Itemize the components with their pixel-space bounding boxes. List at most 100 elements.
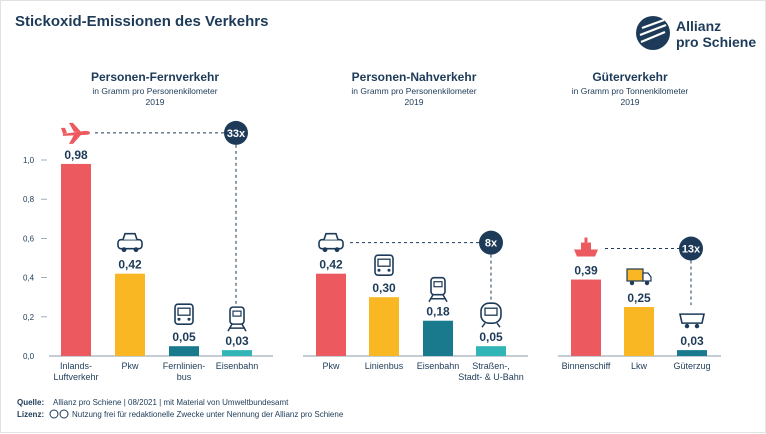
category-label: Binnenschiff xyxy=(562,361,611,371)
panel-title: Personen-Fernverkehr xyxy=(91,70,219,84)
bus-window xyxy=(377,258,391,267)
category-label: Straßen-, xyxy=(472,361,510,371)
car-roof xyxy=(122,232,138,240)
category-label: Stadt- & U-Bahn xyxy=(458,372,524,382)
car-roof xyxy=(323,232,339,240)
data-label: 0,05 xyxy=(172,330,196,344)
footer-source-label: Quelle: xyxy=(17,398,44,407)
category-label: Linienbus xyxy=(365,361,404,371)
chart-panels: Personen-Fernverkehr in Gramm pro Persone… xyxy=(23,70,721,382)
wagon-wheel xyxy=(684,323,690,329)
data-label: 0,30 xyxy=(372,281,396,295)
y-tick-label: 0,8 xyxy=(23,195,35,204)
wagon-wheel xyxy=(694,323,700,329)
wagon-body xyxy=(679,313,705,324)
tram-icon xyxy=(480,302,502,328)
ratio-label: 33x xyxy=(227,128,246,140)
train-window xyxy=(433,281,443,288)
data-label: 0,98 xyxy=(64,148,88,162)
category-label: Pkw xyxy=(322,361,340,371)
attribution-icon xyxy=(59,409,69,419)
panel-subtitle: in Gramm pro Personenkilometer xyxy=(351,86,476,96)
ratio-badge xyxy=(679,236,703,261)
bar xyxy=(316,273,346,356)
train-icon xyxy=(227,306,247,332)
bus-light xyxy=(177,317,181,321)
category-label: Inlands- xyxy=(60,361,92,371)
car-wheel xyxy=(121,247,127,253)
bar xyxy=(61,163,91,356)
brand-logo-stripes xyxy=(639,18,667,44)
bar xyxy=(677,350,707,356)
panel-year: 2019 xyxy=(621,97,640,107)
car-icon xyxy=(318,232,344,253)
data-label: 0,39 xyxy=(574,264,598,278)
y-tick-label: 0,2 xyxy=(23,313,35,322)
y-tick-label: 0,0 xyxy=(23,352,35,361)
category-label: Lkw xyxy=(631,361,648,371)
footer-license-label: Lizenz: xyxy=(17,410,44,419)
plane-wings xyxy=(69,122,81,144)
ship-funnel xyxy=(584,237,588,243)
bus-icon xyxy=(174,303,194,326)
y-tick-label: 0,4 xyxy=(23,274,35,283)
brand-logo: Allianz pro Schiene xyxy=(636,16,756,50)
category-label: bus xyxy=(177,372,192,382)
cc-icon xyxy=(49,409,59,419)
bar xyxy=(169,346,199,356)
bar xyxy=(624,307,654,356)
train-window xyxy=(232,310,242,317)
panel-title: Güterverkehr xyxy=(592,70,668,84)
panel-year: 2019 xyxy=(146,97,165,107)
ship-hull xyxy=(574,249,598,257)
car-body xyxy=(318,238,344,250)
truck-wheel xyxy=(629,280,635,286)
car-icon xyxy=(117,232,143,253)
tram-body xyxy=(480,302,502,325)
car-body xyxy=(117,238,143,250)
page-title: Stickoxid-Emissionen des Verkehrs xyxy=(15,13,268,30)
panel-subtitle: in Gramm pro Tonnenkilometer xyxy=(572,86,689,96)
ship-cabin xyxy=(581,242,591,250)
category-label: Eisenbahn xyxy=(417,361,460,371)
panel-title: Personen-Nahverkehr xyxy=(352,70,477,84)
tram-tracks xyxy=(481,322,501,328)
data-label: 0,42 xyxy=(319,258,343,272)
freight-wagon-icon xyxy=(679,313,705,329)
footer-source-text: Allianz pro Schiene | 08/2021 | mit Mate… xyxy=(53,398,289,407)
chart-panel-1: Personen-Fernverkehr in Gramm pro Persone… xyxy=(23,70,273,382)
car-wheel xyxy=(334,247,340,253)
truck-icon xyxy=(626,268,652,286)
y-tick-label: 1,0 xyxy=(23,156,35,165)
plane-body xyxy=(63,130,90,136)
bus-window xyxy=(177,307,191,316)
bus-light xyxy=(387,268,391,272)
bar xyxy=(571,279,601,356)
data-label: 0,25 xyxy=(627,291,651,305)
data-label: 0,42 xyxy=(118,258,142,272)
bar xyxy=(423,320,453,356)
bus-light xyxy=(377,268,381,272)
train-icon xyxy=(428,276,448,303)
bar xyxy=(369,297,399,356)
category-label: Fernlinien- xyxy=(163,361,206,371)
brand-name-line1: Allianz xyxy=(676,18,721,34)
data-label: 0,05 xyxy=(479,330,503,344)
category-label: Luftverkehr xyxy=(53,372,98,382)
footer-license-text: Nutzung frei für redaktionelle Zwecke un… xyxy=(72,410,344,419)
category-label: Güterzug xyxy=(673,361,710,371)
truck-wheel xyxy=(644,280,650,286)
data-label: 0,03 xyxy=(225,334,249,348)
plane-tail xyxy=(61,127,67,134)
footer: Quelle: Allianz pro Schiene | 08/2021 | … xyxy=(17,398,344,419)
category-label: Eisenbahn xyxy=(216,361,259,371)
chart-panel-3: Güterverkehr in Gramm pro Tonnenkilometer… xyxy=(558,70,721,371)
ratio-badge xyxy=(479,230,503,255)
airplane-icon xyxy=(61,122,90,144)
data-label: 0,18 xyxy=(426,305,450,319)
train-tracks xyxy=(227,323,247,332)
bus-icon xyxy=(374,254,394,277)
ship-icon xyxy=(574,237,598,257)
data-label: 0,03 xyxy=(680,334,704,348)
